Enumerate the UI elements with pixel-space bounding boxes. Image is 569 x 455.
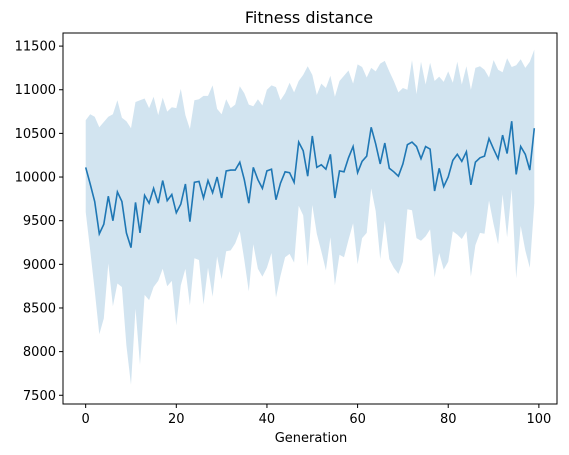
mean-line [84, 121, 536, 248]
y-tick-label: 11500 [15, 40, 56, 55]
plot-frame [62, 32, 558, 405]
y-tick-label: 11000 [15, 83, 56, 98]
y-axis: 7500 8000 8500 9000 9500 10000 10500 11000 11500 [15, 40, 63, 404]
y-tick-label: 8500 [23, 301, 56, 316]
chart-title: Fitness distance [245, 8, 373, 27]
confidence-band [85, 49, 535, 385]
x-tick-label: 40 [259, 412, 276, 427]
y-tick-label: 10000 [15, 171, 56, 186]
x-tick-label: 80 [440, 412, 457, 427]
x-tick-label: 100 [526, 412, 551, 427]
x-tick-label: 20 [168, 412, 185, 427]
x-tick-label: 60 [349, 412, 366, 427]
y-tick-label: 10500 [15, 127, 56, 142]
plot-area [62, 32, 558, 405]
x-axis-title: Generation [275, 431, 348, 446]
y-tick-label: 7500 [23, 389, 56, 404]
y-tick-label: 9000 [23, 258, 56, 273]
x-tick-label: 0 [82, 412, 90, 427]
y-tick-label: 8000 [23, 345, 56, 360]
y-tick-label: 9500 [23, 214, 56, 229]
x-axis: 0 20 40 60 80 100 [82, 404, 551, 427]
